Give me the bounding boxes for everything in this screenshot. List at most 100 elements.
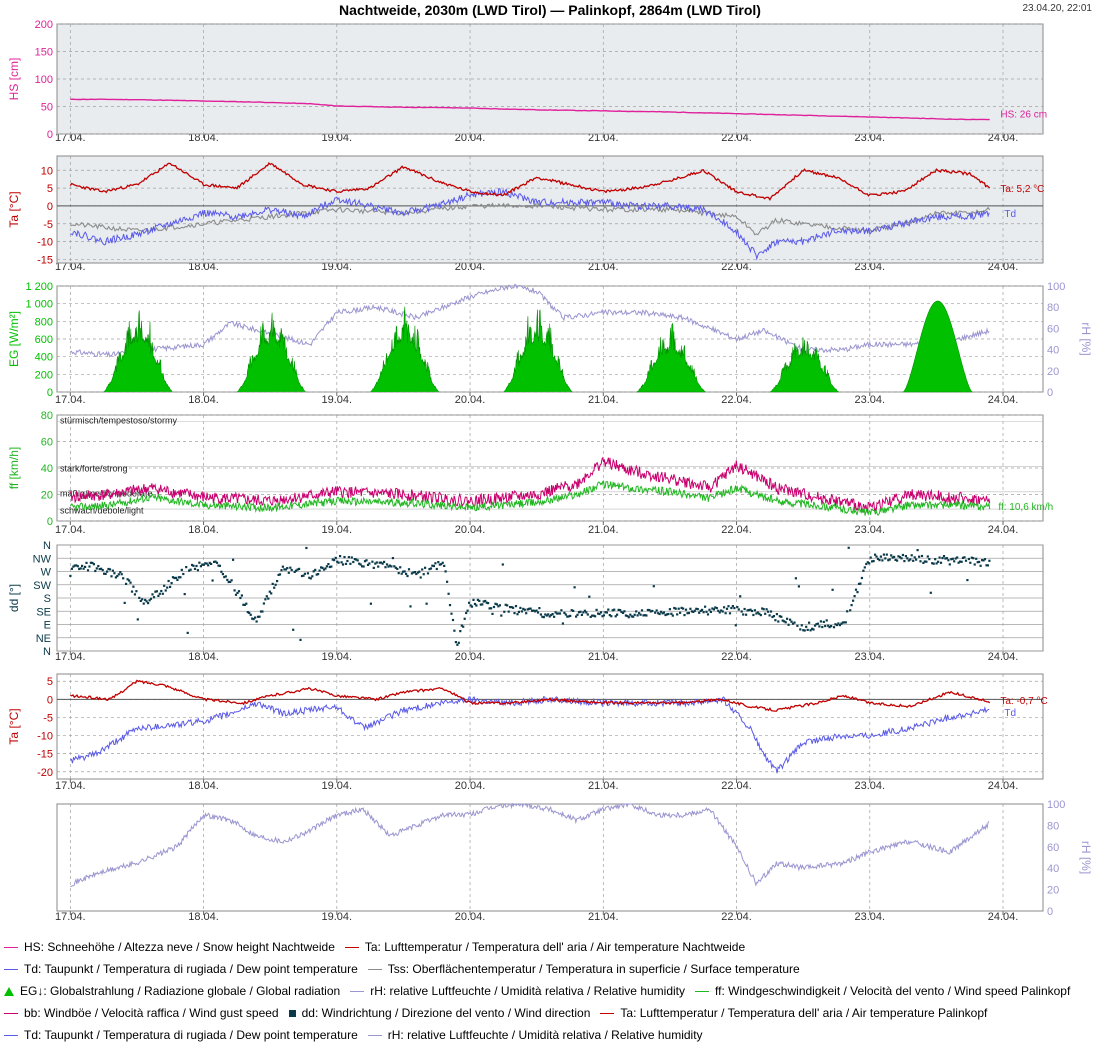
wind-direction-point <box>582 611 585 614</box>
wind-direction-point <box>887 559 890 562</box>
wind-direction-point <box>749 608 752 611</box>
wind-direction-point <box>862 569 865 572</box>
wind-direction-point <box>645 614 648 617</box>
wind-direction-point <box>366 563 370 566</box>
series-line-ff <box>70 480 991 516</box>
wind-direction-point <box>723 606 726 609</box>
wind-direction-point <box>383 560 386 563</box>
wind-direction-point <box>440 563 443 566</box>
wind-direction-point <box>592 614 595 617</box>
legend-row-5: Td: Taupunkt / Temperatura di rugiada / … <box>4 1026 713 1044</box>
y-axis-label: dd [°] <box>7 584 21 612</box>
y-axis-label: EG [W/m²] <box>7 311 21 367</box>
wind-direction-point <box>963 556 966 559</box>
wind-direction-point <box>268 590 271 593</box>
wind-direction-point <box>349 562 352 565</box>
wind-direction-point <box>525 612 528 615</box>
legend-item: bb: Windböe / Velocità raffica / Wind gu… <box>4 1004 279 1022</box>
legend-swatch <box>4 1013 18 1015</box>
wind-direction-point <box>636 614 639 617</box>
x-tick-label: 23.04. <box>854 911 885 923</box>
wind-direction-point <box>136 618 139 621</box>
wind-direction-point <box>157 594 160 597</box>
end-value-label: HS: 26 cm <box>1000 110 1047 121</box>
wind-direction-point <box>179 576 182 579</box>
wind-direction-point <box>300 574 304 578</box>
wind-direction-point <box>594 615 597 618</box>
legend-label: Ta: Lufttemperatur / Temperatura dell' a… <box>620 1006 988 1020</box>
wind-direction-point <box>251 617 254 620</box>
wind-direction-point <box>82 567 85 570</box>
x-tick-label: 18.04. <box>188 651 219 663</box>
wind-direction-point <box>211 579 214 582</box>
wind-direction-point <box>457 641 460 644</box>
wind-direction-point <box>76 565 79 568</box>
series-line-rh <box>70 802 990 888</box>
wind-direction-point <box>362 565 365 568</box>
legend-swatch <box>600 1013 615 1015</box>
wind-direction-point <box>149 597 153 600</box>
wind-direction-point <box>180 568 183 571</box>
panel-eg: 17.04. 18.04. 19.04. 20.04. 21.04. 22.04. 23.0… <box>7 281 1093 406</box>
wind-direction-point <box>98 568 101 571</box>
wind-direction-point <box>119 571 122 574</box>
wind-direction-point <box>824 624 827 628</box>
wind-direction-point <box>138 596 141 599</box>
x-tick-label: 22.04. <box>721 132 752 144</box>
wind-direction-point <box>777 620 780 623</box>
x-tick-label: 21.04. <box>588 394 619 406</box>
series-line-td <box>70 696 990 774</box>
wind-direction-point <box>214 560 217 563</box>
wind-direction-point <box>702 611 705 614</box>
wind-direction-point <box>320 566 323 569</box>
y2-tick-label: 100 <box>1047 799 1065 811</box>
wind-direction-point <box>786 617 789 620</box>
wind-direction-point <box>514 605 518 608</box>
wind-direction-point <box>352 560 355 564</box>
wind-direction-point <box>523 608 526 611</box>
wind-direction-point <box>944 557 947 560</box>
wind-direction-point <box>602 614 605 617</box>
wind-direction-point <box>646 608 649 612</box>
wind-direction-point <box>982 559 985 562</box>
wind-direction-point <box>70 567 73 570</box>
wind-direction-point <box>692 610 695 613</box>
x-tick-label: 24.04. <box>988 132 1019 144</box>
wind-direction-point <box>517 610 520 613</box>
wind-direction-point <box>893 555 896 558</box>
wind-direction-point <box>485 601 488 604</box>
wind-direction-point <box>195 564 198 568</box>
y-tick-label: 150 <box>35 47 53 59</box>
wind-direction-point <box>906 557 909 560</box>
wind-direction-point <box>950 558 953 561</box>
wind-direction-point <box>318 569 321 572</box>
wind-direction-point <box>670 612 673 615</box>
wind-direction-point <box>709 610 712 613</box>
wind-direction-point <box>447 592 450 595</box>
wind-direction-point <box>882 553 885 556</box>
wind-direction-point <box>230 579 233 582</box>
wind-direction-point <box>204 562 207 565</box>
wind-direction-point <box>224 575 227 578</box>
wind-direction-point <box>520 610 523 613</box>
wind-direction-point <box>428 568 431 571</box>
wind-direction-point <box>314 568 317 571</box>
radiation-area-day-6 <box>769 337 840 393</box>
wind-direction-point <box>654 611 657 614</box>
panel-ff: 17.04. 18.04. 19.04. 20.04. 21.04. 22.04. 23.0… <box>7 410 1053 536</box>
x-tick-label: 18.04. <box>188 394 219 406</box>
wind-direction-point <box>708 608 711 611</box>
wind-direction-point <box>545 614 548 617</box>
wind-direction-point <box>236 591 239 594</box>
radiation-area-day-1 <box>103 310 173 393</box>
wind-direction-point <box>271 582 274 585</box>
series-line-bb <box>69 456 991 513</box>
wind-direction-point <box>122 577 125 580</box>
wind-direction-point <box>683 614 686 617</box>
wind-direction-point <box>95 567 98 570</box>
panel-hs: 17.04. 18.04. 19.04. 20.04. 21.04. 22.04. 23.0… <box>7 19 1047 144</box>
wind-direction-point <box>482 600 485 603</box>
wind-direction-point <box>884 557 887 560</box>
wind-direction-point <box>891 556 894 559</box>
wind-direction-point <box>752 613 755 617</box>
